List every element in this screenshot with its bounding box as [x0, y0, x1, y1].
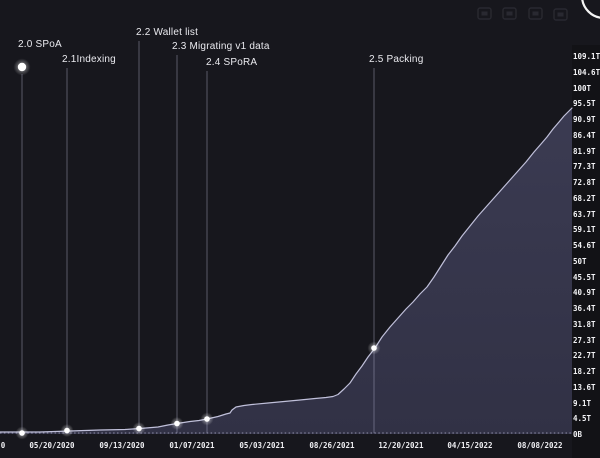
milestone-label: 2.1Indexing	[62, 54, 116, 65]
milestone-dot	[17, 62, 27, 72]
milestone-label: 2.5 Packing	[369, 54, 424, 65]
x-axis-tick-label: 01/07/2021	[169, 441, 215, 450]
milestone-dot	[204, 416, 210, 422]
x-axis-tick-label: 0	[0, 441, 6, 450]
y-axis-tick-label: 90.9T	[573, 115, 596, 124]
y-axis-tick-label: 4.5T	[573, 414, 592, 424]
x-axis-tick-label: 04/15/2022	[447, 441, 493, 450]
y-axis-tick-label: 22.7T	[573, 351, 596, 361]
y-axis-tick-label: 13.6T	[573, 382, 596, 392]
x-axis-tick-label: 12/20/2021	[378, 441, 424, 450]
y-axis-tick-label: 100T	[573, 83, 592, 93]
y-axis-tick-label: 9.1T	[573, 398, 592, 408]
milestone-dot	[136, 425, 142, 432]
y-axis-tick-label: 54.6T	[573, 241, 596, 250]
y-axis-tick-label: 63.7T	[573, 209, 596, 219]
y-axis-tick-label: 95.5T	[573, 99, 596, 109]
overlay-icon-3[interactable]	[528, 7, 543, 20]
milestone-dot	[19, 430, 25, 436]
y-axis-tick-label: 18.2T	[573, 367, 596, 376]
overlay-icon-4[interactable]	[553, 8, 568, 21]
y-axis-tick-label: 45.5T	[573, 272, 596, 282]
y-axis-tick-label: 109.1T	[573, 52, 600, 61]
overlay-icon-1[interactable]	[477, 7, 492, 20]
y-axis-tick-label: 59.1T	[573, 225, 596, 235]
y-axis-tick-label: 40.9T	[573, 288, 596, 298]
milestone-label: 2.2 Wallet list	[136, 27, 199, 38]
milestone-dot	[371, 345, 377, 351]
x-axis-tick-label: 05/20/2020	[29, 441, 75, 450]
y-axis-tick-label: 81.9T	[573, 146, 596, 156]
y-axis-gutter	[572, 45, 600, 458]
overlay-icon-2[interactable]	[502, 7, 517, 20]
milestone-label: 2.3 Migrating v1 data	[172, 41, 270, 52]
y-axis-tick-label: 36.4T	[573, 304, 596, 313]
y-axis-tick-label: 68.2T	[573, 193, 596, 203]
y-axis-tick-label: 72.8T	[573, 178, 596, 187]
weave-area	[0, 108, 572, 434]
milestone-dot	[64, 427, 70, 434]
x-axis-tick-label: 09/13/2020	[99, 441, 145, 450]
weave-line	[0, 107, 573, 433]
y-axis-tick-label: 86.4T	[573, 130, 596, 140]
y-axis-tick-label: 0B	[573, 430, 583, 439]
milestone-dot	[174, 420, 180, 427]
y-axis-tick-label: 104.6T	[573, 67, 600, 77]
x-axis-tick-label: 08/26/2021	[309, 441, 355, 450]
y-axis-tick-label: 50T	[573, 256, 587, 266]
y-axis-tick-label: 77.3T	[573, 162, 596, 172]
x-axis-tick-label: 08/08/2022	[517, 441, 563, 450]
milestone-label: 2.4 SPoRA	[206, 57, 258, 68]
milestone-label: 2.0 SPoA	[18, 39, 62, 50]
corner-arc-decoration	[581, 0, 600, 19]
y-axis-tick-label: 27.3T	[573, 335, 596, 345]
y-axis-tick-label: 31.8T	[573, 319, 596, 329]
x-axis-tick-label: 05/03/2021	[239, 441, 285, 450]
